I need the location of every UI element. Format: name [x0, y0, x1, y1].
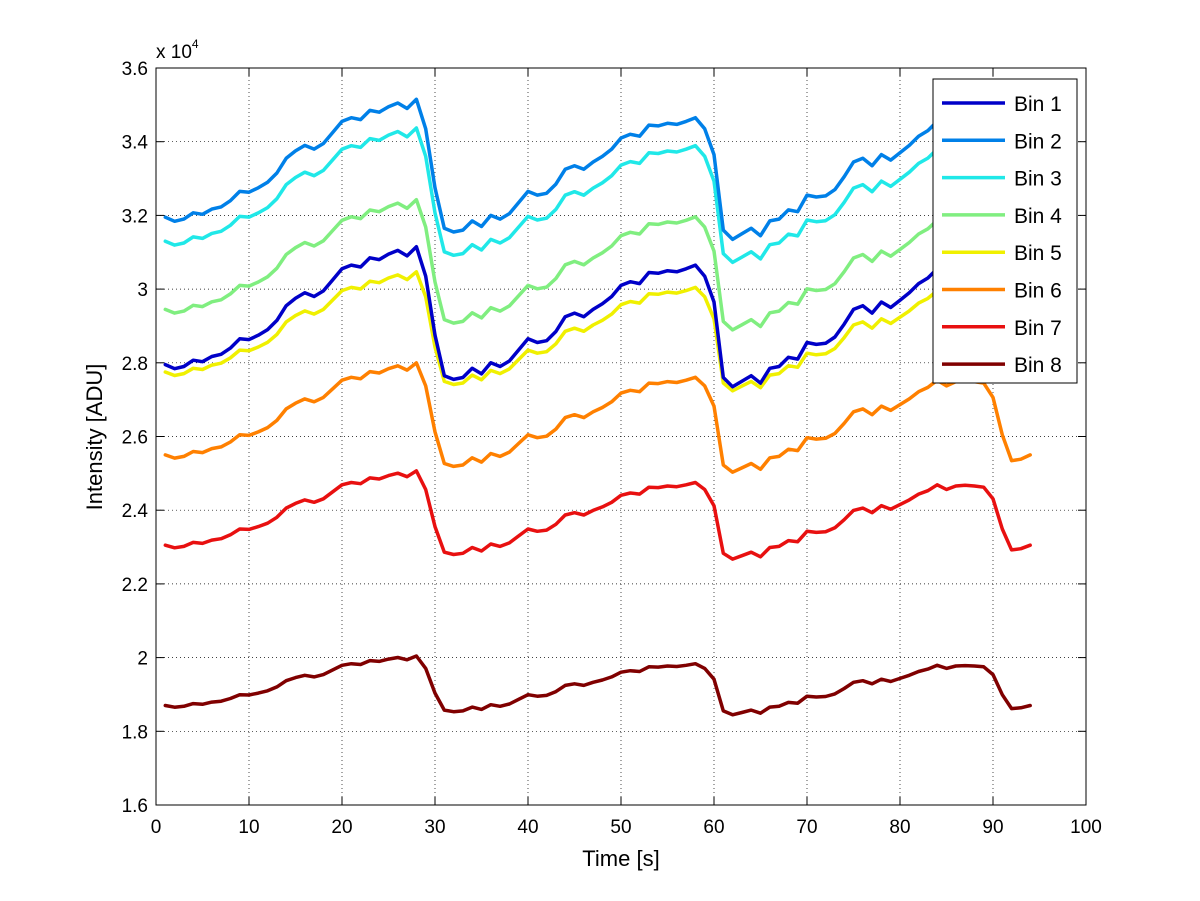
series-line-bin-5 — [163, 270, 1032, 393]
series-line-bin-6 — [163, 361, 1032, 474]
x-tick-label: 10 — [238, 817, 259, 838]
x-tick-label: 20 — [331, 817, 352, 838]
y-scale-factor: x 104 — [156, 37, 199, 63]
legend-label-bin-7: Bin 7 — [1014, 317, 1062, 340]
y-scale-label: x 10 — [156, 42, 192, 63]
y-tick-label: 2.8 — [122, 354, 148, 375]
x-tick-label: 100 — [1070, 817, 1102, 838]
series-line-bin-4 — [163, 197, 1032, 332]
x-tick-label: 70 — [796, 817, 817, 838]
series-line-bin-8 — [163, 654, 1032, 717]
x-tick-label: 90 — [982, 817, 1003, 838]
y-tick-label: 1.6 — [122, 796, 148, 817]
legend-label-bin-6: Bin 6 — [1014, 280, 1062, 303]
legend-label-bin-1: Bin 1 — [1014, 93, 1062, 116]
y-tick-label: 2.2 — [122, 575, 148, 596]
x-tick-label: 40 — [517, 817, 538, 838]
y-axis-label: Intensity [ADU] — [82, 364, 107, 511]
y-scale-exponent: 4 — [192, 37, 199, 51]
series-line-bin-1 — [163, 244, 1032, 389]
y-axis-ticks: 1.6 1.8 2 2.2 2.4 2.6 2.8 3 3.2 3.4 3.6 — [122, 59, 1086, 817]
series-line-bin-2 — [163, 97, 1032, 242]
x-axis-label: Time [s] — [582, 846, 659, 871]
series-lines — [163, 97, 1032, 717]
y-tick-label: 2 — [137, 649, 148, 670]
y-tick-label: 3.4 — [122, 133, 149, 154]
legend-box — [932, 78, 1078, 384]
legend-label-bin-4: Bin 4 — [1014, 205, 1062, 228]
x-tick-label: 60 — [703, 817, 724, 838]
x-tick-label: 0 — [151, 817, 162, 838]
y-tick-label: 2.4 — [122, 501, 149, 522]
y-tick-label: 1.8 — [122, 722, 148, 743]
series-line-bin-7 — [163, 469, 1032, 561]
y-tick-label: 3.2 — [122, 206, 148, 227]
y-tick-label: 3 — [137, 280, 148, 301]
x-tick-label: 80 — [889, 817, 910, 838]
legend-label-bin-5: Bin 5 — [1014, 242, 1062, 265]
y-tick-label: 3.6 — [122, 59, 148, 80]
x-tick-label: 50 — [610, 817, 631, 838]
legend-label-bin-2: Bin 2 — [1014, 130, 1062, 153]
legend-label-bin-3: Bin 3 — [1014, 168, 1062, 191]
x-tick-label: 30 — [424, 817, 445, 838]
x-axis-ticks: 0 10 20 30 40 50 60 70 80 90 100 — [151, 68, 1102, 838]
legend: Bin 1 Bin 2 Bin 3 Bin 4 Bin 5 Bin 6 Bin 7 Bin 8 — [932, 78, 1078, 384]
y-tick-label: 2.6 — [122, 428, 148, 449]
series-line-bin-3 — [163, 126, 1032, 265]
legend-label-bin-8: Bin 8 — [1014, 354, 1062, 377]
